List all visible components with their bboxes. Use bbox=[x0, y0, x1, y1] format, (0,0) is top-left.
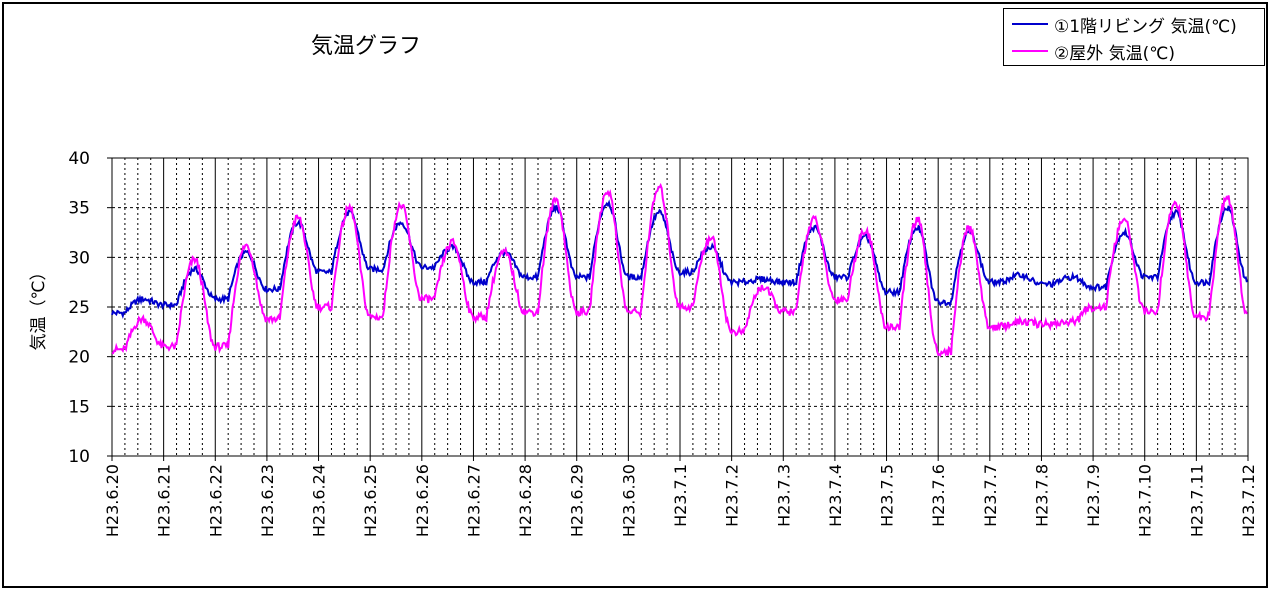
x-tick-label: H23.6.26 bbox=[413, 464, 432, 537]
x-tick-label: H23.6.20 bbox=[103, 464, 122, 537]
legend-swatch-series-2 bbox=[1012, 50, 1048, 52]
y-tick-label: 30 bbox=[68, 248, 90, 268]
x-tick-label: H23.6.21 bbox=[155, 464, 174, 537]
legend-swatch-series-1 bbox=[1012, 23, 1048, 25]
x-tick-label: H23.7.5 bbox=[878, 464, 897, 527]
y-tick-label: 15 bbox=[68, 397, 90, 417]
x-tick-label: H23.7.10 bbox=[1136, 464, 1155, 537]
x-tick-label: H23.7.6 bbox=[929, 464, 948, 527]
legend: ①1階リビング 気温(℃) ②屋外 気温(℃) bbox=[1003, 8, 1265, 66]
legend-item-series-1: ①1階リビング 気温(℃) bbox=[1012, 12, 1237, 37]
legend-item-series-2: ②屋外 気温(℃) bbox=[1012, 39, 1176, 64]
x-tick-label: H23.7.3 bbox=[774, 464, 793, 527]
y-tick-label: 40 bbox=[68, 149, 90, 169]
x-tick-label: H23.7.12 bbox=[1239, 464, 1258, 537]
x-tick-label: H23.6.30 bbox=[619, 464, 638, 537]
y-tick-label: 20 bbox=[68, 348, 90, 368]
y-axis-label: 気温（℃） bbox=[29, 263, 49, 350]
x-tick-label: H23.6.29 bbox=[568, 464, 587, 537]
x-tick-label: H23.6.28 bbox=[516, 464, 535, 537]
x-tick-label: H23.7.2 bbox=[723, 464, 742, 527]
x-tick-label: H23.7.7 bbox=[981, 464, 1000, 527]
x-tick-label: H23.6.23 bbox=[258, 464, 277, 537]
x-tick-label: H23.6.24 bbox=[310, 464, 329, 537]
chart-title: 気温グラフ bbox=[310, 34, 421, 59]
x-tick-label: H23.7.8 bbox=[1032, 464, 1051, 527]
legend-label-series-1: ①1階リビング 気温(℃) bbox=[1054, 16, 1237, 37]
x-tick-label: H23.6.25 bbox=[361, 464, 380, 537]
y-tick-label: 25 bbox=[68, 298, 90, 318]
x-tick-label: H23.7.4 bbox=[826, 464, 845, 527]
y-tick-label: 35 bbox=[68, 199, 90, 219]
x-tick-label: H23.7.1 bbox=[671, 464, 690, 527]
x-tick-label: H23.7.9 bbox=[1084, 464, 1103, 527]
series-line-2 bbox=[111, 182, 1248, 358]
x-tick-label: H23.7.11 bbox=[1187, 464, 1206, 537]
x-tick-label: H23.6.22 bbox=[206, 464, 225, 537]
x-tick-label: H23.6.27 bbox=[464, 464, 483, 537]
y-tick-label: 10 bbox=[68, 447, 90, 467]
legend-label-series-2: ②屋外 気温(℃) bbox=[1054, 43, 1176, 64]
